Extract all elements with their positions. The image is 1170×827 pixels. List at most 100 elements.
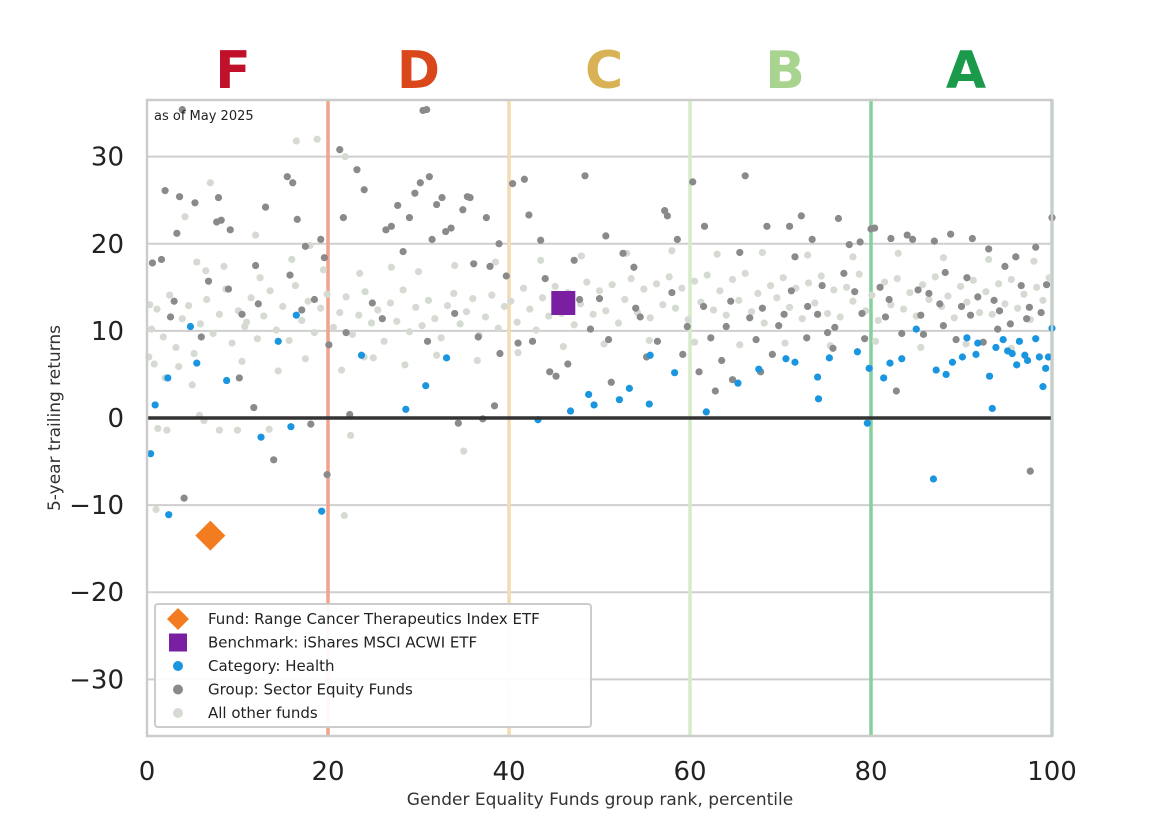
data-point bbox=[382, 226, 390, 234]
data-point bbox=[451, 309, 459, 318]
x-tick-label: 0 bbox=[139, 757, 156, 787]
benchmark-marker bbox=[551, 290, 576, 315]
data-point bbox=[431, 315, 439, 323]
data-point bbox=[438, 193, 446, 202]
data-point bbox=[514, 339, 522, 347]
data-point bbox=[963, 298, 971, 306]
data-point bbox=[673, 235, 681, 243]
data-point bbox=[871, 224, 879, 232]
data-point bbox=[831, 323, 839, 331]
data-point bbox=[621, 295, 629, 304]
data-point bbox=[175, 193, 184, 201]
data-point bbox=[995, 280, 1003, 288]
data-point bbox=[932, 366, 940, 374]
data-point bbox=[785, 222, 794, 230]
data-point bbox=[858, 309, 866, 318]
data-point bbox=[147, 450, 155, 458]
data-point bbox=[233, 426, 242, 434]
data-point bbox=[709, 306, 718, 314]
data-point bbox=[836, 313, 844, 321]
data-point bbox=[814, 310, 822, 318]
data-point bbox=[272, 326, 281, 334]
data-point bbox=[170, 297, 178, 305]
data-point bbox=[1023, 315, 1031, 323]
data-point bbox=[747, 308, 756, 316]
data-point bbox=[411, 189, 419, 197]
data-point bbox=[159, 333, 167, 341]
data-point bbox=[735, 296, 743, 304]
data-point bbox=[632, 304, 640, 312]
data-point bbox=[1032, 243, 1040, 251]
data-point bbox=[575, 295, 584, 304]
data-point bbox=[668, 288, 676, 297]
data-point bbox=[238, 310, 246, 318]
data-point bbox=[917, 343, 925, 352]
data-point bbox=[640, 285, 648, 293]
data-point bbox=[760, 319, 768, 327]
data-point bbox=[496, 349, 504, 358]
data-point bbox=[585, 390, 593, 399]
data-point bbox=[336, 146, 344, 154]
data-point bbox=[148, 259, 157, 267]
y-tick-label: 10 bbox=[91, 317, 124, 347]
data-point bbox=[936, 300, 944, 308]
data-point bbox=[433, 200, 441, 209]
data-point bbox=[215, 426, 223, 434]
data-point bbox=[853, 348, 862, 356]
data-point bbox=[163, 426, 171, 434]
data-point bbox=[881, 313, 890, 321]
x-tick-labels: 0 20 40 60 80 100 bbox=[139, 757, 1077, 787]
data-point bbox=[150, 360, 158, 368]
legend-label: All other funds bbox=[208, 704, 318, 722]
data-point bbox=[798, 315, 806, 323]
data-point bbox=[423, 337, 432, 345]
data-point bbox=[604, 335, 613, 344]
data-point bbox=[197, 333, 205, 341]
data-point bbox=[830, 286, 838, 294]
data-point bbox=[787, 287, 795, 295]
data-point bbox=[912, 325, 920, 333]
data-point bbox=[671, 304, 680, 312]
data-point bbox=[995, 307, 1004, 315]
data-point bbox=[814, 395, 823, 403]
data-point bbox=[353, 166, 361, 174]
data-point bbox=[507, 297, 515, 305]
data-point bbox=[474, 333, 482, 341]
x-tick-label: 20 bbox=[311, 757, 344, 787]
data-point bbox=[317, 235, 325, 243]
data-point bbox=[702, 408, 710, 416]
data-point bbox=[224, 285, 233, 293]
data-point bbox=[298, 316, 306, 325]
data-point bbox=[287, 423, 295, 431]
data-point bbox=[803, 334, 811, 342]
data-point bbox=[185, 302, 193, 310]
x-axis-title: Gender Equality Funds group rank, percen… bbox=[407, 790, 793, 810]
as-of-annotation: as of May 2025 bbox=[154, 109, 254, 124]
data-point bbox=[974, 339, 982, 347]
data-point bbox=[260, 312, 268, 320]
data-point bbox=[990, 296, 998, 304]
data-point bbox=[840, 269, 848, 277]
data-point bbox=[781, 339, 789, 347]
data-point bbox=[238, 357, 246, 365]
data-point bbox=[186, 322, 195, 331]
data-point bbox=[917, 311, 925, 319]
x-tick-label: 100 bbox=[1027, 757, 1077, 787]
data-point bbox=[602, 307, 610, 315]
data-point bbox=[250, 403, 258, 412]
data-point bbox=[856, 238, 864, 246]
data-point bbox=[958, 353, 967, 361]
legend-label: Category: Health bbox=[208, 657, 335, 675]
data-point bbox=[166, 291, 174, 299]
data-point bbox=[491, 258, 500, 266]
data-point bbox=[1032, 335, 1040, 343]
data-point bbox=[952, 335, 960, 344]
data-point bbox=[450, 289, 458, 298]
data-point bbox=[741, 269, 749, 277]
data-point bbox=[147, 325, 156, 333]
data-point bbox=[865, 364, 873, 372]
data-point bbox=[1013, 361, 1021, 369]
data-point bbox=[898, 355, 906, 363]
y-axis-title: 5-year trailing returns bbox=[45, 325, 65, 511]
